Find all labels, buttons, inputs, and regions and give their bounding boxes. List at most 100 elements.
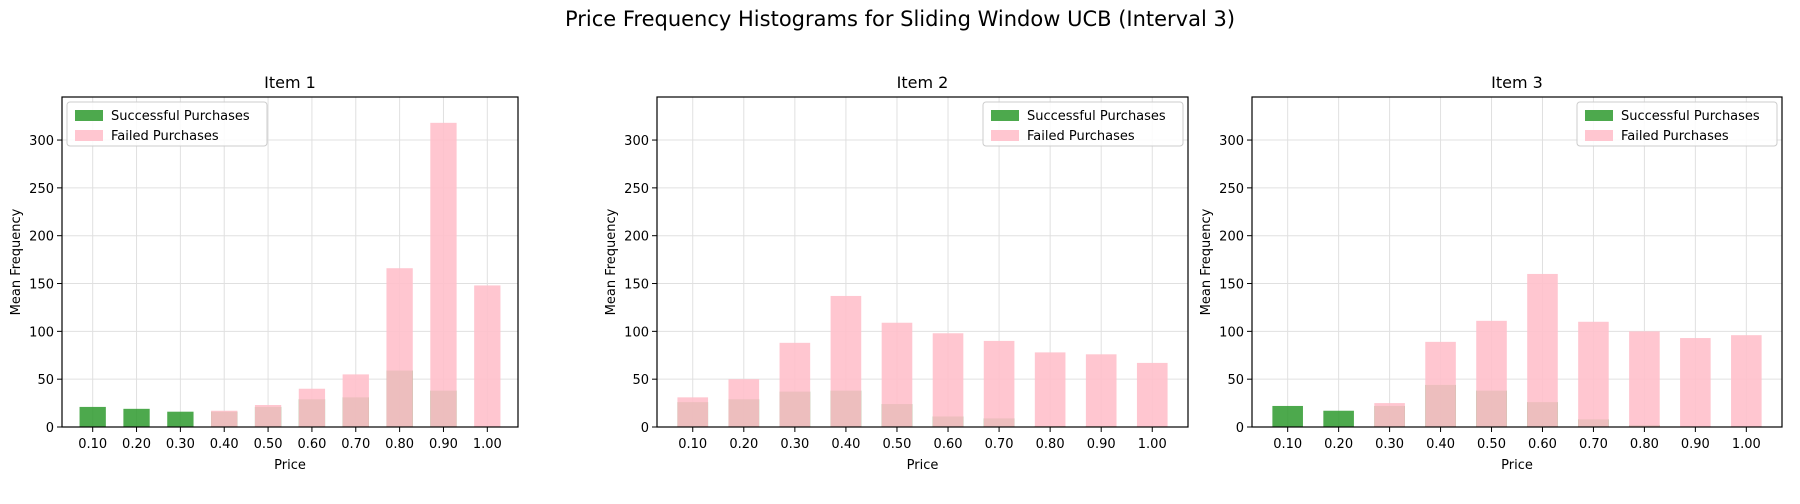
x-tick-label: 0.60 (297, 437, 326, 452)
x-tick-label: 0.90 (1681, 437, 1710, 452)
x-tick-label: 0.30 (1375, 437, 1404, 452)
x-tick-label: 0.90 (1087, 437, 1116, 452)
bar-failed (1374, 403, 1405, 427)
legend-swatch (75, 130, 103, 141)
legend-swatch (1585, 130, 1613, 141)
figure-title: Price Frequency Histograms for Sliding W… (565, 7, 1235, 31)
legend-swatch (991, 130, 1019, 141)
x-tick-label: 0.10 (1273, 437, 1302, 452)
y-tick-label: 250 (29, 182, 54, 197)
legend-swatch (75, 110, 103, 121)
x-tick-label: 1.00 (1138, 437, 1167, 452)
x-tick-label: 0.40 (831, 437, 860, 452)
legend-label: Successful Purchases (1621, 109, 1760, 124)
bar-successful (1323, 410, 1354, 427)
x-tick-label: 0.20 (1324, 437, 1353, 452)
legend: Successful Purchases Failed Purchases (982, 101, 1184, 147)
y-tick-label: 0 (641, 421, 649, 436)
y-tick-label: 200 (1219, 230, 1244, 245)
bar-failed (474, 285, 501, 427)
y-axis-label: Mean Frequency (1199, 208, 1214, 315)
y-tick-label: 250 (1219, 182, 1244, 197)
x-tick-label: 0.60 (1528, 437, 1557, 452)
y-tick-label: 100 (1219, 325, 1244, 340)
bar-failed (211, 410, 238, 427)
y-tick-label: 50 (37, 373, 54, 388)
x-tick-label: 0.80 (1630, 437, 1659, 452)
plot-frame (1251, 96, 1783, 428)
x-tick-label: 0.70 (985, 437, 1014, 452)
bar-failed (386, 268, 413, 427)
y-tick-label: 100 (624, 325, 649, 340)
bar-failed (254, 405, 282, 427)
y-axis-label: Mean Frequency (9, 208, 24, 315)
legend-label: Successful Purchases (111, 109, 250, 124)
x-tick-label: 0.10 (678, 437, 707, 452)
x-tick-label: 0.50 (1477, 437, 1506, 452)
y-tick-label: 50 (1227, 373, 1244, 388)
bar-failed (1731, 335, 1762, 427)
y-axis-label: Mean Frequency (604, 208, 619, 315)
chart-panel-item-1: 0 50 100 150 200 250 300 0.10 0.20 0.30 0.40 0.50 0.… (9, 73, 519, 473)
x-tick-label: 0.40 (210, 437, 239, 452)
y-tick-label: 300 (29, 134, 54, 149)
y-tick-label: 300 (624, 134, 649, 149)
x-tick-label: 0.50 (882, 437, 911, 452)
x-tick-label: 0.70 (1579, 437, 1608, 452)
x-tick-label: 0.80 (1036, 437, 1065, 452)
bar-successful (79, 406, 106, 427)
bar-failed (881, 322, 913, 427)
bar-failed (1629, 331, 1660, 427)
x-tick-label: 0.20 (122, 437, 151, 452)
legend-box (982, 101, 1184, 147)
panel-title: Item 2 (897, 73, 949, 92)
bar-failed (430, 122, 457, 428)
legend-label: Failed Purchases (111, 129, 219, 144)
bar-successful (1272, 405, 1303, 427)
legend-label: Failed Purchases (1027, 129, 1135, 144)
legend: Successful Purchases Failed Purchases (1576, 101, 1778, 147)
panel-title: Item 3 (1491, 73, 1543, 92)
bar-successful (167, 411, 194, 427)
x-tick-label: 0.40 (1426, 437, 1455, 452)
bar-failed (1136, 362, 1168, 427)
bar-failed (779, 342, 811, 427)
x-tick-label: 0.90 (429, 437, 458, 452)
bar-failed (298, 388, 326, 427)
x-tick-label: 1.00 (473, 437, 502, 452)
plot-frame (656, 96, 1189, 428)
x-tick-label: 0.10 (78, 437, 107, 452)
y-tick-label: 100 (29, 325, 54, 340)
y-tick-label: 200 (29, 230, 54, 245)
y-tick-label: 200 (624, 230, 649, 245)
legend: Successful Purchases Failed Purchases (66, 101, 268, 147)
chart-panel-item-2: 0 50 100 150 200 250 300 0.10 0.20 0.30 0.40 0.50 0.… (604, 73, 1189, 473)
bar-successful (123, 408, 150, 427)
chart-panel-item-3: 0 50 100 150 200 250 300 0.10 0.20 0.30 0.40 0.50 0.… (1199, 73, 1783, 473)
y-tick-label: 250 (624, 182, 649, 197)
x-tick-label: 0.50 (254, 437, 283, 452)
y-tick-label: 0 (1236, 421, 1244, 436)
legend-swatch (1585, 110, 1613, 121)
bar-failed (728, 379, 760, 427)
x-tick-label: 0.30 (780, 437, 809, 452)
legend-box (66, 101, 268, 147)
y-tick-label: 0 (46, 421, 54, 436)
x-tick-label: 0.80 (385, 437, 414, 452)
x-axis-label: Price (907, 458, 939, 473)
bar-failed (983, 340, 1015, 427)
panel-title: Item 1 (264, 73, 316, 92)
plot-frame (61, 96, 519, 428)
legend-box (1576, 101, 1778, 147)
bar-failed (1578, 321, 1609, 427)
y-tick-label: 50 (632, 373, 649, 388)
bar-failed (830, 295, 862, 427)
legend-label: Successful Purchases (1027, 109, 1166, 124)
legend-swatch (991, 110, 1019, 121)
bar-failed (1527, 273, 1558, 427)
y-tick-label: 300 (1219, 134, 1244, 149)
legend-label: Failed Purchases (1621, 129, 1729, 144)
bar-failed (1085, 354, 1117, 427)
y-tick-label: 150 (624, 278, 649, 293)
